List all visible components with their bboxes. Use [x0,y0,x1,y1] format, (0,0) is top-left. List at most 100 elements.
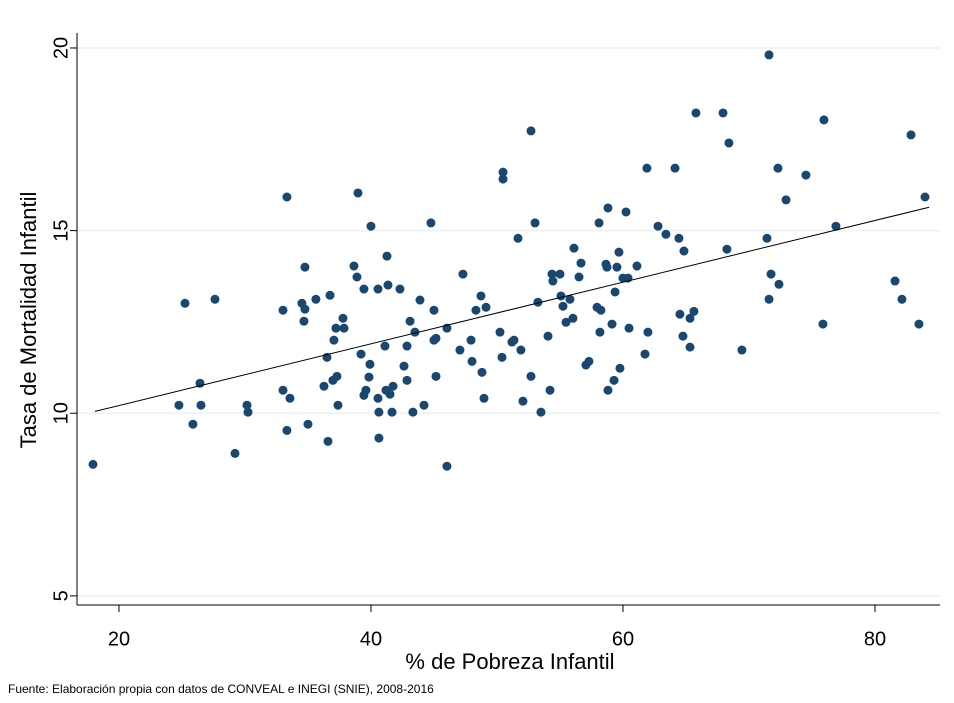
point [530,218,540,228]
point [188,419,198,429]
point [442,461,452,471]
fit-line [94,206,930,412]
point [383,280,393,290]
point [419,400,429,410]
caption: Fuente: Elaboración propia con datos de … [8,682,434,696]
point [595,327,605,337]
point [455,345,465,355]
point [196,400,206,410]
point [467,356,477,366]
point [477,367,487,377]
point [415,295,425,305]
point [242,400,252,410]
point [689,306,699,316]
point [547,269,557,279]
point [479,393,489,403]
point [518,396,528,406]
point [476,291,486,301]
point [333,400,343,410]
point [359,284,369,294]
y-axis-title: Tasa de Mortalidad Infantil [16,192,41,449]
point [914,319,924,329]
point [174,400,184,410]
point [774,279,784,289]
point [679,246,689,256]
point [300,304,310,314]
point [661,229,671,239]
point [675,309,685,319]
point [801,170,811,180]
point [278,305,288,315]
point [632,261,642,271]
point [509,335,519,345]
point [374,407,384,417]
y-tick-label: 20 [50,37,72,59]
point [395,284,405,294]
point [533,297,543,307]
point [374,433,384,443]
point [569,243,579,253]
point [431,371,441,381]
point [364,372,374,382]
point [764,50,774,60]
point [516,345,526,355]
point [610,287,620,297]
point [596,305,606,315]
point [561,317,571,327]
point [285,393,295,403]
point [498,174,508,184]
x-tick-label: 80 [864,628,886,650]
point [556,291,566,301]
point [471,305,481,315]
point [766,269,776,279]
point [670,163,680,173]
point [906,130,916,140]
point [431,333,441,343]
point [545,385,555,395]
point [781,195,791,205]
point [674,233,684,243]
point [88,459,98,469]
point [373,393,383,403]
y-tick-label: 5 [50,590,72,601]
point [325,290,335,300]
point [303,419,313,429]
point [365,359,375,369]
point [762,233,772,243]
point [920,192,930,202]
point [382,251,392,261]
point [300,262,310,272]
point [685,313,695,323]
point [387,407,397,417]
point [890,276,900,286]
point [408,407,418,417]
point [691,108,701,118]
point [339,323,349,333]
x-tick-label: 20 [108,628,130,650]
point [426,218,436,228]
point [399,361,409,371]
point [498,167,508,177]
point [548,276,558,286]
point [385,389,395,399]
point [722,244,732,254]
point [607,319,617,329]
point [282,192,292,202]
point [481,302,491,312]
point [352,272,362,282]
point [323,436,333,446]
point [565,294,575,304]
point [764,294,774,304]
point [353,188,363,198]
point [602,262,612,272]
point [614,247,624,257]
point [609,375,619,385]
point [653,221,663,231]
point [373,284,383,294]
point [640,349,650,359]
point [897,294,907,304]
point [594,218,604,228]
point [332,371,342,381]
point [603,203,613,213]
x-tick-label: 60 [612,628,634,650]
